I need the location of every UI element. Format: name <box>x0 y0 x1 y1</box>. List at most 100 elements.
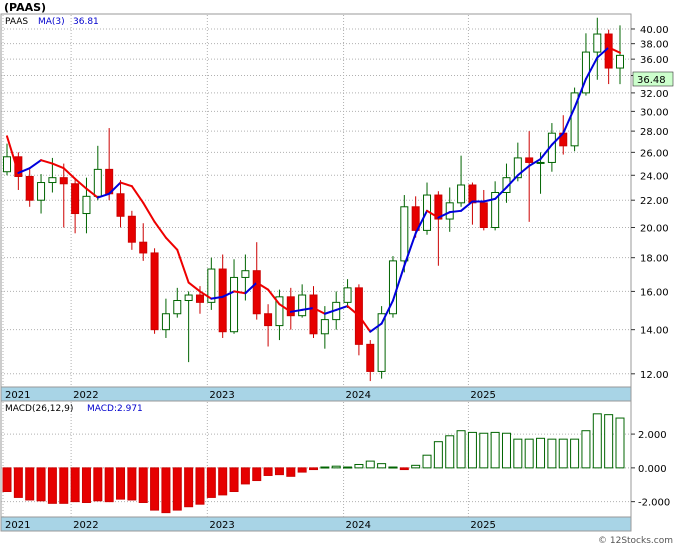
ma-segment <box>516 164 531 177</box>
candle-body <box>48 177 57 184</box>
macd-bar <box>116 467 126 500</box>
macd-bar <box>320 466 330 469</box>
ma-segment <box>244 281 258 295</box>
ma-segment <box>335 305 349 311</box>
candle-body <box>25 175 34 201</box>
ma-segment <box>210 295 224 300</box>
candle-body <box>457 184 466 204</box>
candle-body <box>275 296 284 327</box>
ma-segment <box>539 143 553 161</box>
ma-segment <box>96 192 111 199</box>
macd-bar <box>13 467 23 498</box>
price-tick-label: 12.00 <box>640 370 669 381</box>
macd-bar <box>490 431 500 469</box>
ma-segment <box>494 186 508 200</box>
macd-bar <box>388 466 398 469</box>
macd-bar <box>536 437 546 469</box>
candle-body <box>93 168 102 197</box>
candle-body <box>173 300 182 315</box>
ma-segment <box>369 322 383 333</box>
ma-segment <box>62 167 77 180</box>
candle-body <box>411 206 420 231</box>
candle-body <box>309 294 318 335</box>
ma-segment <box>403 232 417 267</box>
macd-bar <box>547 438 557 469</box>
macd-bar <box>479 432 489 469</box>
price-tick-label: 38.00 <box>640 40 669 51</box>
candle-body <box>286 296 295 317</box>
price-x-label: 2023 <box>209 390 234 401</box>
candle-body <box>298 294 307 317</box>
ma-segment <box>482 197 497 203</box>
price-tick-label: 32.00 <box>640 89 669 100</box>
macd-bar <box>36 467 46 502</box>
macd-bar <box>127 467 137 501</box>
price-tick-label: 36.00 <box>640 55 669 66</box>
ma-segment <box>414 209 429 235</box>
candle-body <box>616 54 624 69</box>
ma-segment <box>301 306 315 311</box>
macd-bar <box>445 435 455 469</box>
ma-segment <box>233 290 247 295</box>
ma-segment <box>312 306 326 315</box>
macd-tick-label: 0.000 <box>638 464 667 475</box>
macd-xaxis-band <box>0 516 632 532</box>
candle-body <box>570 92 579 147</box>
candle-body <box>230 276 239 333</box>
chart-title: (PAAS) <box>4 1 46 14</box>
macd-bar <box>513 438 523 469</box>
price-tick-label: 20.00 <box>640 224 669 235</box>
ma-segment <box>346 305 360 317</box>
macd-bar <box>150 467 160 511</box>
candle-body <box>37 182 46 201</box>
ma-segment <box>40 159 54 165</box>
macd-bar <box>252 467 262 482</box>
macd-bar <box>343 466 353 469</box>
ma-segment <box>278 303 292 313</box>
last-price-label: 36.48 <box>637 75 666 86</box>
ma-segment <box>74 177 88 190</box>
ma-segment <box>85 187 99 199</box>
macd-x-label: 2025 <box>470 520 495 531</box>
macd-bar <box>138 467 148 503</box>
macd-bar <box>206 467 216 498</box>
footer-credit: © 12Stocks.com <box>598 536 673 546</box>
macd-bar <box>195 467 205 505</box>
macd-bar <box>240 467 250 485</box>
ma-segment <box>596 46 610 59</box>
macd-bar <box>263 467 273 476</box>
macd-bar <box>184 467 194 508</box>
ma-segment <box>108 181 122 195</box>
candle-body <box>252 270 261 315</box>
ma-segment <box>528 158 542 167</box>
candle-body <box>491 191 500 229</box>
ma-segment <box>176 248 190 284</box>
price-tick-label: 18.00 <box>640 254 669 265</box>
macd-bar <box>81 467 91 503</box>
ma-segment <box>460 200 474 212</box>
macd-bar <box>172 467 182 511</box>
ma-segment <box>198 290 213 300</box>
macd-bar <box>456 430 466 469</box>
macd-bar <box>286 467 296 477</box>
macd-bar <box>422 454 432 469</box>
price-tick-label: 28.00 <box>640 127 669 138</box>
candle-body <box>593 33 602 53</box>
macd-x-label: 2022 <box>73 520 98 531</box>
price-tick-label: 14.00 <box>640 326 669 337</box>
macd-bar <box>59 467 69 504</box>
macd-bar <box>411 464 421 469</box>
candle-body <box>513 157 522 179</box>
candle-body <box>82 195 91 215</box>
price-x-label: 2024 <box>346 390 371 401</box>
macd-bar <box>399 467 409 471</box>
candle-body <box>71 183 80 215</box>
candle-body <box>468 184 477 204</box>
ma-segment <box>607 46 621 54</box>
macd-bar <box>570 438 580 469</box>
macd-bar <box>93 467 103 502</box>
candle-body <box>127 215 136 243</box>
candle-body <box>59 177 68 185</box>
ma-segment <box>17 167 31 174</box>
ma-segment <box>51 162 65 170</box>
